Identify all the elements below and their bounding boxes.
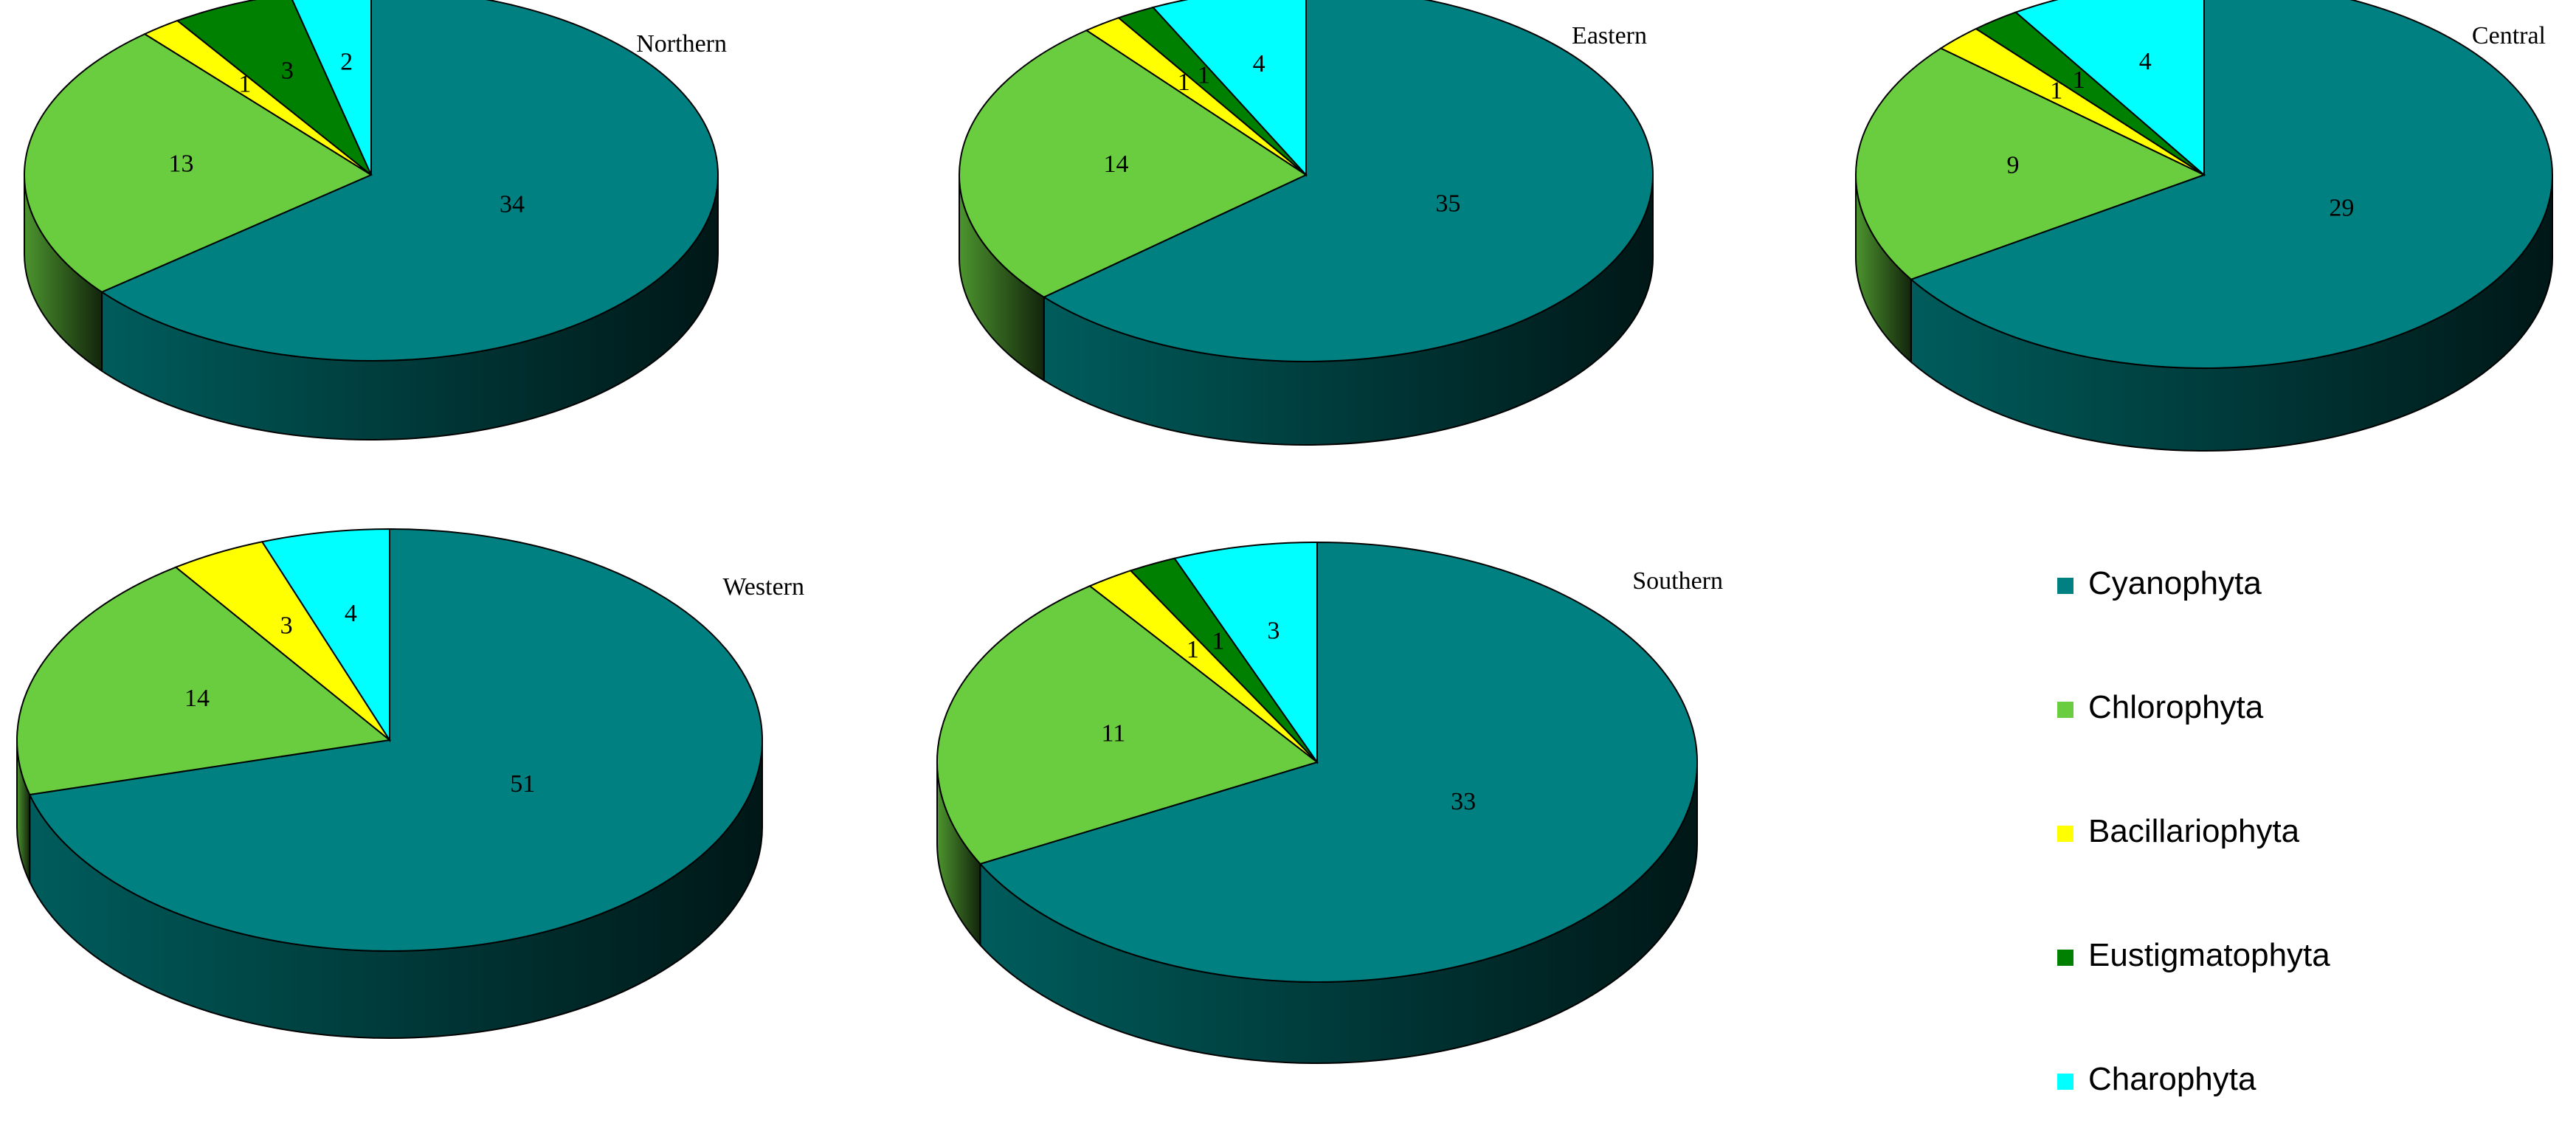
data-label-bacillariophyta: 1 xyxy=(1187,636,1199,663)
chart-title: Southern xyxy=(1632,567,1723,595)
data-label-bacillariophyta: 1 xyxy=(2050,77,2062,105)
data-label-eustigmatophyta: 3 xyxy=(281,57,294,84)
data-label-cyanophyta: 34 xyxy=(500,190,525,218)
pie-western: 51 14 3 4 Western xyxy=(16,528,804,1039)
pie-top xyxy=(16,528,763,952)
slice-charophyta xyxy=(1173,541,1318,765)
chart-title: Eastern xyxy=(1572,22,1647,49)
data-label-charophyta: 3 xyxy=(1267,617,1280,644)
slice-cyanophyta xyxy=(1909,0,2554,369)
legend-swatch xyxy=(2057,578,2073,594)
legend-item-charophyta: Charophyta xyxy=(2057,1061,2256,1097)
slice-cyanophyta xyxy=(28,528,763,952)
data-label-cyanophyta: 51 xyxy=(510,770,535,798)
slice-cyanophyta xyxy=(1042,0,1654,362)
chart-title: Northern xyxy=(636,30,727,58)
legend-item-chlorophyta: Chlorophyta xyxy=(2057,689,2264,725)
slice-chlorophyta xyxy=(24,32,373,293)
legend-label: Bacillariophyta xyxy=(2088,813,2300,849)
legend-label: Cyanophyta xyxy=(2088,565,2262,601)
legend-label: Chlorophyta xyxy=(2088,689,2264,725)
data-label-chlorophyta: 14 xyxy=(1103,151,1128,178)
slice-charophyta xyxy=(2014,0,2205,177)
data-label-cyanophyta: 33 xyxy=(1451,788,1476,815)
data-label-eustigmatophyta: 1 xyxy=(1198,62,1210,89)
legend-swatch xyxy=(2057,950,2073,966)
pie-central: 29 9 1 1 4 Central xyxy=(1855,0,2554,452)
pie-top xyxy=(24,0,719,362)
slice-eustigmatophyta xyxy=(176,0,372,176)
data-label-charophyta: 4 xyxy=(1253,50,1265,77)
chart-title: Western xyxy=(722,573,804,601)
legend-label: Eustigmatophyta xyxy=(2088,937,2330,973)
data-labels: 51 14 3 4 xyxy=(184,600,535,798)
slice-chlorophyta xyxy=(959,30,1308,298)
pie-top xyxy=(1855,0,2554,369)
data-label-eustigmatophyta: 1 xyxy=(2073,66,2085,94)
data-label-chlorophyta: 11 xyxy=(1101,719,1125,747)
data-label-charophyta: 4 xyxy=(345,600,357,627)
slice-chlorophyta xyxy=(936,585,1319,865)
data-label-bacillariophyta: 1 xyxy=(1178,69,1190,96)
slice-charophyta xyxy=(260,528,390,743)
slice-cyanophyta xyxy=(100,0,719,362)
legend-item-cyanophyta: Cyanophyta xyxy=(2057,565,2262,601)
data-label-charophyta: 4 xyxy=(2139,48,2152,75)
slice-charophyta xyxy=(1151,0,1307,177)
data-label-chlorophyta: 13 xyxy=(169,150,194,177)
legend-item-eustigmatophyta: Eustigmatophyta xyxy=(2057,937,2330,973)
slice-chlorophyta xyxy=(16,566,392,796)
slice-chlorophyta xyxy=(1855,47,2206,280)
data-label-bacillariophyta: 1 xyxy=(238,71,251,98)
slice-cyanophyta xyxy=(978,541,1698,983)
slice-charophyta xyxy=(291,0,372,176)
legend: Cyanophyta Chlorophyta Bacillariophyta Eust… xyxy=(2057,565,2330,1097)
data-labels: 29 9 1 1 4 xyxy=(2007,48,2355,222)
chart-title: Central xyxy=(2472,22,2546,49)
legend-swatch xyxy=(2057,702,2073,718)
data-label-cyanophyta: 29 xyxy=(2329,194,2354,221)
data-label-cyanophyta: 35 xyxy=(1435,190,1460,217)
legend-item-bacillariophyta: Bacillariophyta xyxy=(2057,813,2300,849)
legend-swatch xyxy=(2057,826,2073,842)
data-label-chlorophyta: 14 xyxy=(184,685,210,712)
legend-label: Charophyta xyxy=(2088,1061,2256,1097)
pie-top xyxy=(959,0,1654,362)
pie-top xyxy=(936,541,1698,983)
data-label-bacillariophyta: 3 xyxy=(280,612,293,640)
data-label-charophyta: 2 xyxy=(340,49,353,76)
data-label-eustigmatophyta: 1 xyxy=(1212,628,1224,655)
data-label-chlorophyta: 9 xyxy=(2007,152,2020,179)
legend-swatch xyxy=(2057,1074,2073,1090)
